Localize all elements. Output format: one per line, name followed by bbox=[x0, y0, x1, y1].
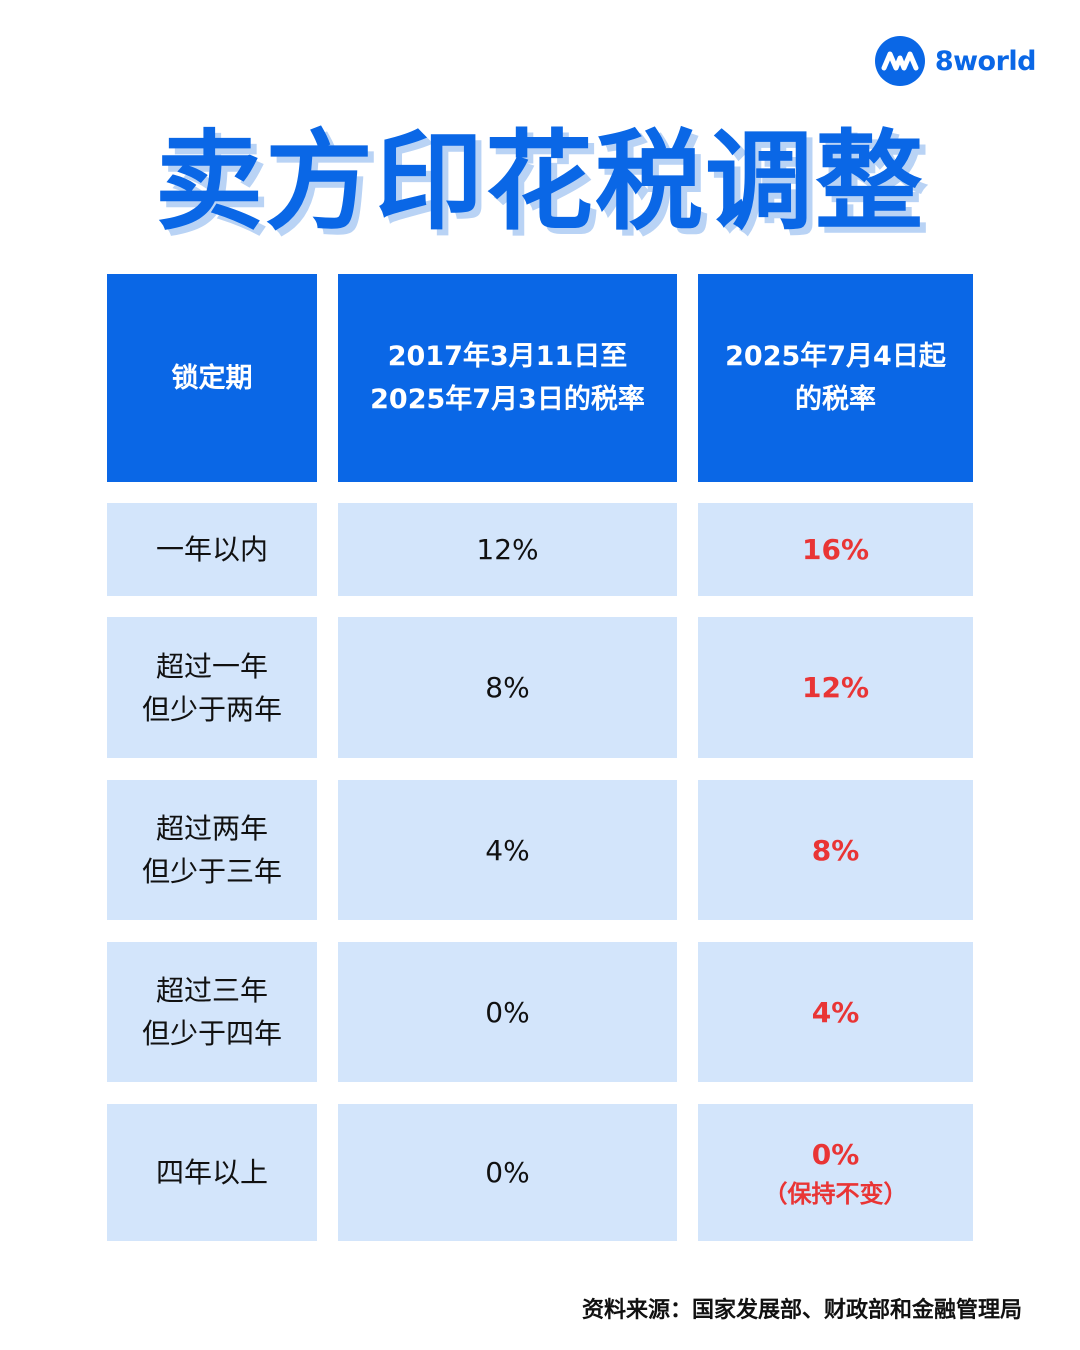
new-rate-value: 0% bbox=[811, 1138, 860, 1171]
period-line: 但少于两年 bbox=[141, 692, 282, 726]
table-row-old-rate: 0% bbox=[338, 942, 677, 1082]
table-row-period: 一年以内 bbox=[107, 503, 317, 596]
header-line: 2017年3月11日至 bbox=[387, 341, 628, 372]
period-line: 超过两年 bbox=[155, 812, 268, 845]
period-line: 四年以上 bbox=[155, 1156, 268, 1189]
old-rate-value: 8% bbox=[485, 671, 530, 704]
table-row-new-rate: 0% （保持不变） bbox=[698, 1104, 973, 1241]
8world-logo-icon bbox=[874, 36, 925, 86]
period-line: 但少于三年 bbox=[141, 855, 282, 888]
old-rate-value: 0% bbox=[485, 1156, 530, 1189]
table-row-new-rate: 16% bbox=[698, 503, 973, 596]
new-rate-value: 12% bbox=[801, 671, 870, 704]
unchanged-note: （保持不变） bbox=[763, 1180, 908, 1208]
period-line: 但少于四年 bbox=[141, 1017, 282, 1050]
header-new-rate: 2025年7月4日起 的税率 bbox=[698, 274, 973, 482]
new-rate-value: 16% bbox=[801, 533, 870, 566]
new-rate-value: 4% bbox=[811, 995, 860, 1029]
table-row-period: 超过两年 但少于三年 bbox=[107, 780, 317, 920]
table-row-old-rate: 12% bbox=[338, 503, 677, 596]
period-line: 一年以内 bbox=[155, 533, 268, 566]
header-line: 2025年7月4日起 bbox=[725, 341, 946, 372]
table-row-old-rate: 8% bbox=[338, 617, 677, 758]
table-row-period: 超过三年 但少于四年 bbox=[107, 942, 317, 1082]
table-row-new-rate: 4% bbox=[698, 942, 973, 1082]
old-rate-value: 4% bbox=[485, 833, 530, 867]
table-row-old-rate: 4% bbox=[338, 780, 677, 920]
table-row-period: 四年以上 bbox=[107, 1104, 317, 1241]
period-line: 超过一年 bbox=[155, 649, 268, 683]
brand-logo: 8world bbox=[874, 36, 1037, 86]
source-note: 资料来源：国家发展部、财政部和金融管理局 bbox=[581, 1298, 1022, 1323]
brand-name: 8world bbox=[934, 45, 1037, 77]
header-old-rate: 2017年3月11日至 2025年7月3日的税率 bbox=[338, 274, 677, 482]
new-rate-value: 8% bbox=[811, 833, 860, 867]
page-title: 卖方印花税调整 bbox=[154, 120, 925, 245]
period-line: 超过三年 bbox=[155, 974, 268, 1007]
header-line: 2025年7月3日的税率 bbox=[370, 384, 645, 415]
old-rate-value: 0% bbox=[485, 995, 530, 1029]
header-line: 锁定期 bbox=[171, 362, 253, 394]
old-rate-value: 12% bbox=[476, 533, 539, 566]
table-row-old-rate: 0% bbox=[338, 1104, 677, 1241]
table-row-period: 超过一年 但少于两年 bbox=[107, 617, 317, 758]
header-lock-period: 锁定期 bbox=[107, 274, 317, 482]
header-line: 的税率 bbox=[795, 384, 876, 415]
table-row-new-rate: 8% bbox=[698, 780, 973, 920]
table-row-new-rate: 12% bbox=[698, 617, 973, 758]
